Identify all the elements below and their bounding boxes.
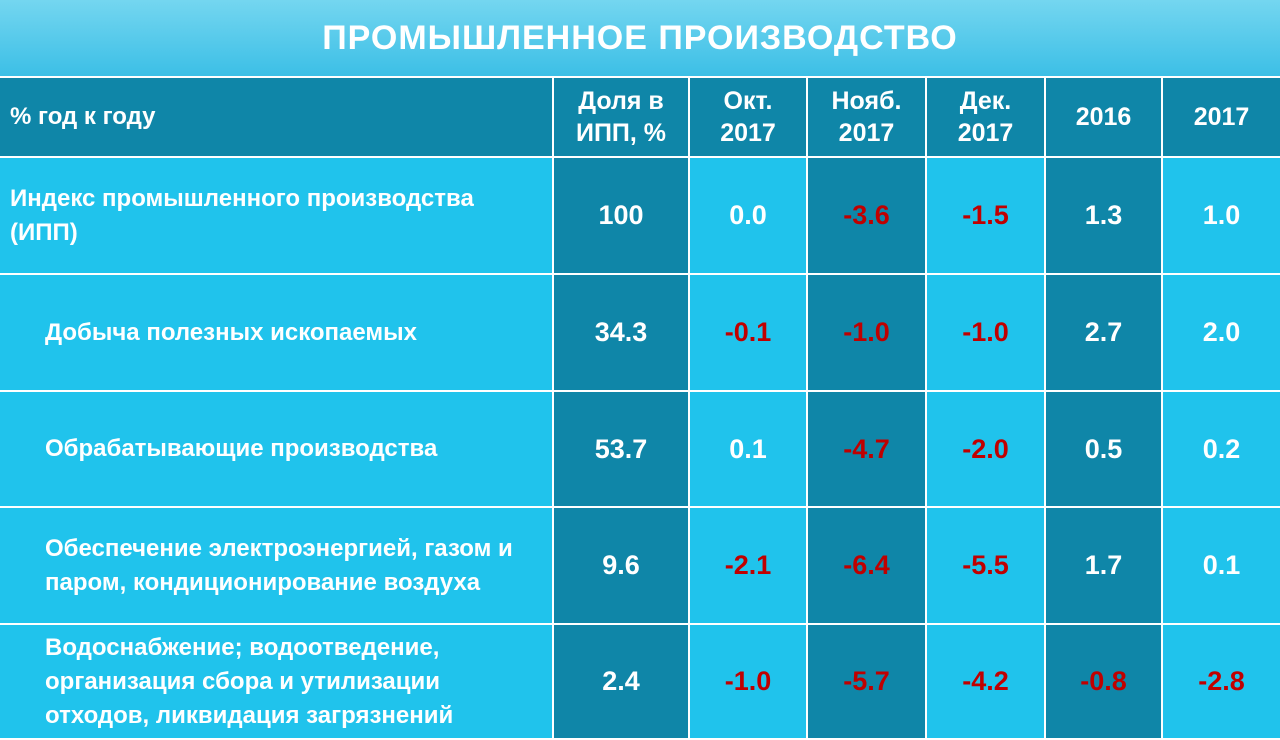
table-cell: 1.0 <box>1163 158 1280 275</box>
table-cell: -5.5 <box>927 508 1046 625</box>
table: % год к году Доля в ИПП, % Окт. 2017 Нояб. … <box>0 78 1280 740</box>
table-cell: -1.0 <box>808 275 927 392</box>
table-cell: -1.5 <box>927 158 1046 275</box>
table-cell: 1.3 <box>1046 158 1163 275</box>
table-cell: -2.8 <box>1163 625 1280 740</box>
row-label: Индекс промышленного производства (ИПП) <box>0 158 554 275</box>
row-label: Обрабатывающие производства <box>0 392 554 508</box>
row-label: Добыча полезных ископаемых <box>0 275 554 392</box>
column-header: Доля в ИПП, % <box>554 78 690 158</box>
table-cell: -5.7 <box>808 625 927 740</box>
column-header: Нояб. 2017 <box>808 78 927 158</box>
title-bar: ПРОМЫШЛЕННОЕ ПРОИЗВОДСТВО <box>0 0 1280 78</box>
table-cell: 0.2 <box>1163 392 1280 508</box>
table-cell: 9.6 <box>554 508 690 625</box>
table-cell: 0.1 <box>690 392 808 508</box>
column-header: 2016 <box>1046 78 1163 158</box>
table-cell: 2.4 <box>554 625 690 740</box>
table-cell: 0.0 <box>690 158 808 275</box>
table-cell: 1.7 <box>1046 508 1163 625</box>
table-cell: -2.1 <box>690 508 808 625</box>
table-cell: 100 <box>554 158 690 275</box>
table-cell: 34.3 <box>554 275 690 392</box>
table-cell: 0.1 <box>1163 508 1280 625</box>
table-cell: 53.7 <box>554 392 690 508</box>
column-header: 2017 <box>1163 78 1280 158</box>
table-cell: -2.0 <box>927 392 1046 508</box>
table-cell: -6.4 <box>808 508 927 625</box>
table-cell: -1.0 <box>690 625 808 740</box>
table-cell: 0.5 <box>1046 392 1163 508</box>
column-header: Окт. 2017 <box>690 78 808 158</box>
table-cell: -3.6 <box>808 158 927 275</box>
row-label: Обеспечение электроэнергией, газом и пар… <box>0 508 554 625</box>
table-cell: 2.7 <box>1046 275 1163 392</box>
table-cell: -0.8 <box>1046 625 1163 740</box>
table-cell: -1.0 <box>927 275 1046 392</box>
column-header: % год к году <box>0 78 554 158</box>
table-cell: 2.0 <box>1163 275 1280 392</box>
row-label: Водоснабжение; водоотведение, организаци… <box>0 625 554 740</box>
title: ПРОМЫШЛЕННОЕ ПРОИЗВОДСТВО <box>322 18 958 57</box>
table-cell: -4.2 <box>927 625 1046 740</box>
table-cell: -4.7 <box>808 392 927 508</box>
table-cell: -0.1 <box>690 275 808 392</box>
column-header: Дек. 2017 <box>927 78 1046 158</box>
